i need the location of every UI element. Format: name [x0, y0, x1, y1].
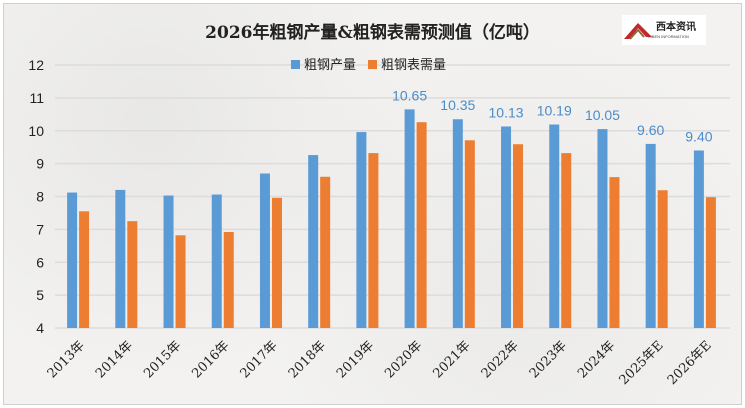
bar-production — [645, 143, 656, 328]
bar-demand — [271, 197, 282, 328]
x-tick-label: 2015年 — [141, 338, 184, 381]
data-label: 10.13 — [489, 104, 524, 120]
bar-production — [163, 195, 174, 328]
data-label: 10.19 — [537, 103, 572, 119]
bar-demand — [657, 190, 668, 328]
x-tick-label: 2021年 — [430, 338, 473, 381]
bar-production — [549, 124, 560, 328]
x-tick-label: 2014年 — [93, 338, 136, 381]
bar-demand — [464, 140, 475, 328]
legend-label: 粗钢产量 — [304, 57, 356, 72]
y-tick-label: 8 — [36, 189, 44, 205]
bar-demand — [320, 176, 331, 328]
bar-production — [501, 126, 512, 328]
chart-title: 2026年粗钢产量&粗钢表需预测值（亿吨） — [205, 23, 540, 43]
x-tick-label: 2016年 — [189, 338, 232, 381]
x-tick-label: 2023年 — [527, 338, 570, 381]
legend-swatch — [368, 60, 377, 69]
bar-demand — [223, 232, 234, 328]
data-label: 10.65 — [392, 87, 427, 103]
bar-demand — [175, 235, 186, 328]
data-label: 10.05 — [585, 107, 620, 123]
legend-swatch — [291, 60, 300, 69]
bar-demand — [513, 144, 524, 328]
x-tick-label: 2025年E — [617, 338, 667, 388]
bar-production — [693, 150, 704, 328]
y-tick-label: 12 — [28, 57, 44, 73]
data-label: 10.35 — [440, 97, 475, 113]
bar-demand — [609, 177, 620, 328]
bar-production — [67, 192, 78, 328]
data-label: 9.60 — [637, 122, 664, 138]
bar-demand — [561, 153, 572, 328]
bar-production — [356, 132, 367, 328]
x-tick-label: 2026年E — [665, 338, 715, 388]
logo: 西本资讯 XIBEN INFORMATION — [622, 15, 706, 45]
bar-production — [211, 194, 222, 328]
bar-demand — [127, 221, 138, 328]
bar-demand — [705, 197, 716, 328]
logo-mark-icon — [624, 23, 652, 40]
x-tick-label: 2020年 — [382, 338, 425, 381]
data-label: 9.40 — [685, 128, 712, 144]
x-tick-label: 2018年 — [286, 338, 329, 381]
bar-production — [259, 173, 270, 328]
bar-production — [452, 119, 463, 329]
y-tick-label: 11 — [29, 90, 44, 106]
y-tick-label: 10 — [28, 123, 44, 139]
bar-production — [404, 109, 415, 328]
x-tick-label: 2019年 — [334, 338, 377, 381]
logo-text: 西本资讯 — [656, 22, 696, 33]
y-tick-label: 9 — [36, 156, 44, 172]
legend-label: 粗钢表需量 — [381, 57, 446, 72]
x-tick-label: 2017年 — [238, 338, 281, 381]
x-tick-label: 2022年 — [479, 338, 522, 381]
y-tick-label: 7 — [36, 221, 44, 237]
x-tick-label: 2013年 — [45, 338, 88, 381]
bar-demand — [368, 153, 379, 328]
bar-demand — [416, 122, 427, 328]
y-tick-label: 5 — [36, 287, 44, 303]
bar-production — [115, 189, 126, 328]
bar-production — [308, 155, 319, 328]
x-tick-label: 2024年 — [575, 338, 618, 381]
bar-production — [597, 129, 608, 328]
bar-demand — [79, 211, 90, 328]
logo-subtext: XIBEN INFORMATION — [648, 34, 689, 39]
y-tick-label: 6 — [36, 254, 44, 270]
y-tick-label: 4 — [36, 320, 44, 336]
